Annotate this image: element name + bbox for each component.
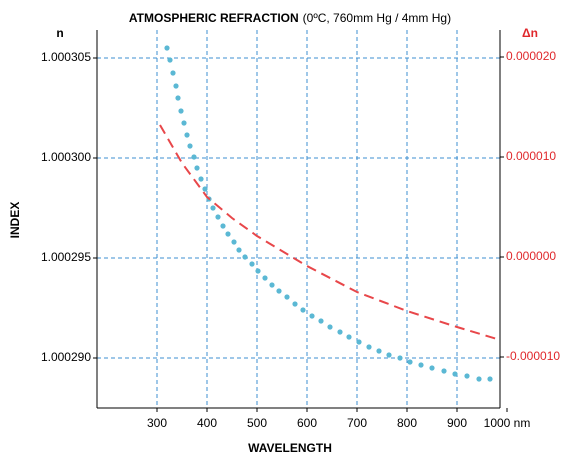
data-point (418, 362, 424, 368)
data-point (397, 355, 403, 361)
data-point (386, 352, 392, 358)
data-point (262, 275, 268, 281)
data-point (476, 376, 482, 382)
y-tick-label: 1.000290 (41, 350, 91, 364)
data-point (202, 186, 208, 192)
data-point (236, 247, 242, 253)
data-point (309, 313, 315, 319)
data-point (269, 282, 275, 288)
data-point (249, 261, 255, 267)
y2-tick-label: 0.000000 (506, 249, 556, 263)
data-point (300, 307, 306, 313)
y2-tick-label: 0.000010 (506, 149, 556, 163)
data-point (167, 57, 173, 63)
data-point (215, 214, 221, 220)
data-point (242, 254, 248, 260)
data-point (284, 294, 290, 300)
x-tick-label: 900 (447, 416, 467, 430)
data-line (159, 124, 498, 340)
data-point (356, 339, 362, 345)
data-point (366, 344, 372, 350)
y2-tick-label: 0.000020 (506, 49, 556, 63)
data-point (452, 371, 458, 377)
data-point (225, 231, 231, 237)
data-point (441, 368, 447, 374)
data-point (187, 143, 193, 149)
x-tick-label: 800 (397, 416, 417, 430)
y2-unit-label: Δn (522, 26, 538, 40)
data-point (184, 132, 190, 138)
data-point (231, 239, 237, 245)
data-point (210, 205, 216, 211)
x-tick-label: 400 (197, 416, 217, 430)
data-point (276, 288, 282, 294)
data-point (175, 95, 181, 101)
x-tick-label: 600 (297, 416, 317, 430)
data-point (164, 45, 170, 51)
data-point (220, 223, 226, 229)
data-point (191, 154, 197, 160)
data-point (487, 376, 493, 382)
data-point (376, 348, 382, 354)
data-point (429, 365, 435, 371)
chart-subtitle: (0ºC, 760mm Hg / 4mm Hg) (303, 11, 451, 25)
data-point (464, 373, 470, 379)
data-point (318, 318, 324, 324)
data-point (407, 359, 413, 365)
y-axis-label: INDEX (8, 202, 22, 239)
x-tick-label: 700 (347, 416, 367, 430)
data-point (178, 108, 184, 114)
data-point (170, 70, 176, 76)
y-tick-label: 1.000300 (41, 150, 91, 164)
data-point (346, 334, 352, 340)
data-point (255, 268, 261, 274)
data-point (194, 165, 200, 171)
chart-title: ATMOSPHERIC REFRACTION (129, 11, 299, 25)
y-tick-label: 1.000305 (41, 50, 91, 64)
data-point (173, 83, 179, 89)
y-tick-label: 1.000295 (41, 250, 91, 264)
data-point (327, 324, 333, 330)
data-point (198, 176, 204, 182)
y-unit-label: n (56, 26, 63, 40)
x-tick-label: 500 (247, 416, 267, 430)
x-axis-label: WAVELENGTH (248, 441, 332, 455)
x-tick-label: 300 (147, 416, 167, 430)
data-point (292, 301, 298, 307)
data-point (337, 329, 343, 335)
y2-tick-label: -0.000010 (506, 349, 560, 363)
data-point (181, 120, 187, 126)
x-tick-label: 1000 nm (484, 416, 531, 430)
